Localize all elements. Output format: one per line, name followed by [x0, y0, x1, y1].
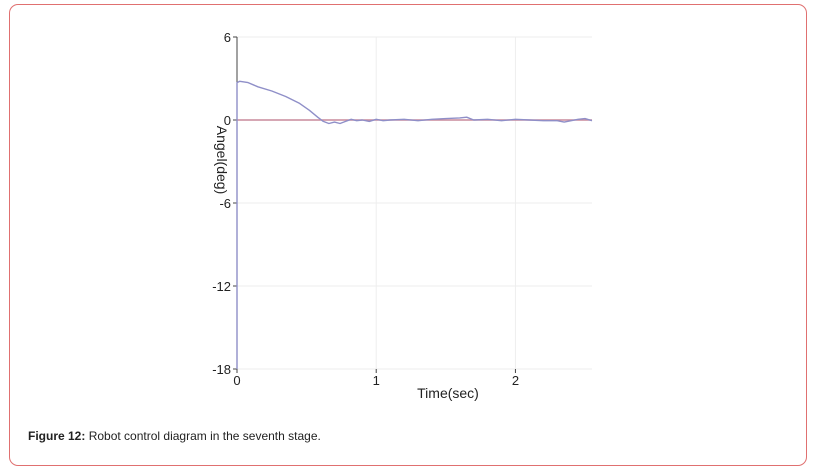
caption-label: Figure 12:	[28, 429, 86, 443]
chart-grid	[236, 36, 592, 370]
x-tick-label: 2	[512, 373, 519, 388]
y-tick-label: 6	[224, 30, 231, 45]
y-tick-label: 0	[224, 113, 231, 128]
response-series-line	[236, 80, 593, 369]
caption-text: Robot control diagram in the seventh sta…	[85, 429, 321, 443]
chart-series	[236, 80, 593, 369]
figure-caption: Figure 12: Robot control diagram in the …	[28, 429, 321, 443]
x-tick-label: 0	[233, 373, 240, 388]
y-tick-label: -12	[212, 279, 231, 294]
x-tick-label: 1	[373, 373, 380, 388]
y-tick-label: -18	[212, 362, 231, 377]
figure-frame	[9, 4, 807, 466]
x-axis-label: Time(sec)	[417, 385, 479, 401]
y-tick-label: -6	[219, 196, 231, 211]
chart-axes: 60-6-12-180 1 2	[212, 30, 519, 388]
y-axis-label: Angel(deg)	[214, 126, 230, 195]
